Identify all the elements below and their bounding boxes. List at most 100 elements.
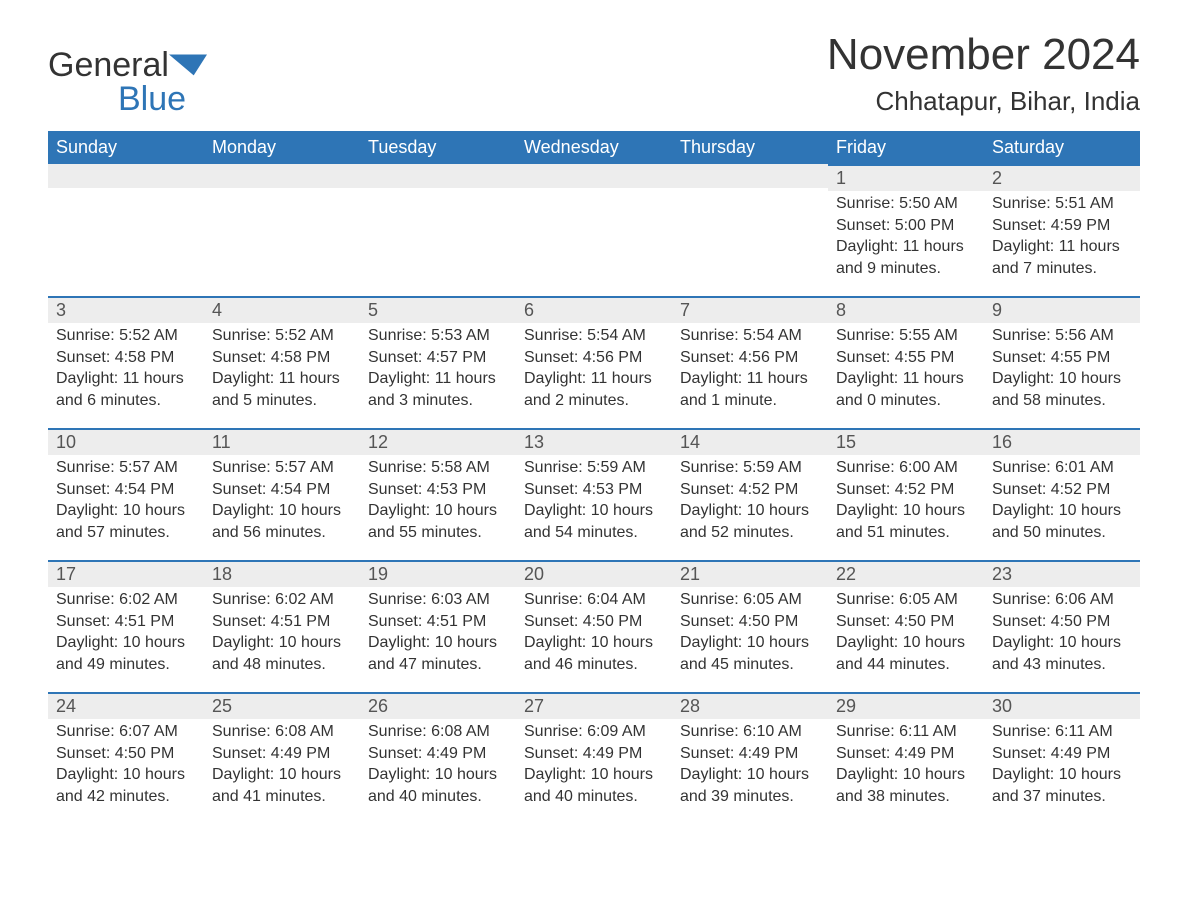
sunset: Sunset: 4:51 PM (56, 611, 196, 633)
sunset: Sunset: 4:56 PM (680, 347, 820, 369)
week-row: 24Sunrise: 6:07 AMSunset: 4:50 PMDayligh… (48, 692, 1140, 824)
day-number: 25 (204, 692, 360, 719)
day-details: Sunrise: 5:54 AMSunset: 4:56 PMDaylight:… (672, 325, 828, 411)
brand-name-a: General (48, 46, 169, 84)
weekday-header: Tuesday (360, 131, 516, 164)
day-details: Sunrise: 6:07 AMSunset: 4:50 PMDaylight:… (48, 721, 204, 807)
day-number (360, 164, 516, 188)
daylight: Daylight: 10 hours and 45 minutes. (680, 632, 820, 675)
empty-cell (204, 164, 360, 296)
sunset: Sunset: 5:00 PM (836, 215, 976, 237)
day-cell: 26Sunrise: 6:08 AMSunset: 4:49 PMDayligh… (360, 692, 516, 824)
day-details: Sunrise: 5:52 AMSunset: 4:58 PMDaylight:… (204, 325, 360, 411)
sunset: Sunset: 4:56 PM (524, 347, 664, 369)
day-number: 3 (48, 296, 204, 323)
daylight: Daylight: 10 hours and 40 minutes. (368, 764, 508, 807)
day-cell: 3Sunrise: 5:52 AMSunset: 4:58 PMDaylight… (48, 296, 204, 428)
daylight: Daylight: 11 hours and 6 minutes. (56, 368, 196, 411)
day-cell: 30Sunrise: 6:11 AMSunset: 4:49 PMDayligh… (984, 692, 1140, 824)
day-details: Sunrise: 5:58 AMSunset: 4:53 PMDaylight:… (360, 457, 516, 543)
empty-cell (516, 164, 672, 296)
sunset: Sunset: 4:52 PM (836, 479, 976, 501)
brand-name-b: Blue (118, 80, 186, 118)
day-details: Sunrise: 6:02 AMSunset: 4:51 PMDaylight:… (204, 589, 360, 675)
day-number: 19 (360, 560, 516, 587)
sunset: Sunset: 4:58 PM (212, 347, 352, 369)
sunrise: Sunrise: 6:04 AM (524, 589, 664, 611)
day-number: 2 (984, 164, 1140, 191)
day-number (204, 164, 360, 188)
day-cell: 18Sunrise: 6:02 AMSunset: 4:51 PMDayligh… (204, 560, 360, 692)
sunrise: Sunrise: 6:08 AM (212, 721, 352, 743)
daylight: Daylight: 10 hours and 39 minutes. (680, 764, 820, 807)
sunrise: Sunrise: 5:54 AM (680, 325, 820, 347)
day-number: 23 (984, 560, 1140, 587)
sunrise: Sunrise: 6:01 AM (992, 457, 1132, 479)
weekday-header: Saturday (984, 131, 1140, 164)
sunrise: Sunrise: 6:06 AM (992, 589, 1132, 611)
empty-cell (672, 164, 828, 296)
day-details: Sunrise: 5:52 AMSunset: 4:58 PMDaylight:… (48, 325, 204, 411)
day-details: Sunrise: 5:59 AMSunset: 4:52 PMDaylight:… (672, 457, 828, 543)
day-number (48, 164, 204, 188)
sunrise: Sunrise: 5:52 AM (56, 325, 196, 347)
weekday-header: Friday (828, 131, 984, 164)
daylight: Daylight: 11 hours and 1 minute. (680, 368, 820, 411)
daylight: Daylight: 11 hours and 2 minutes. (524, 368, 664, 411)
daylight: Daylight: 10 hours and 41 minutes. (212, 764, 352, 807)
day-number: 8 (828, 296, 984, 323)
day-cell: 17Sunrise: 6:02 AMSunset: 4:51 PMDayligh… (48, 560, 204, 692)
sunrise: Sunrise: 5:56 AM (992, 325, 1132, 347)
weekday-header-row: SundayMondayTuesdayWednesdayThursdayFrid… (48, 131, 1140, 164)
day-details: Sunrise: 5:53 AMSunset: 4:57 PMDaylight:… (360, 325, 516, 411)
daylight: Daylight: 10 hours and 38 minutes. (836, 764, 976, 807)
day-cell: 16Sunrise: 6:01 AMSunset: 4:52 PMDayligh… (984, 428, 1140, 560)
day-cell: 1Sunrise: 5:50 AMSunset: 5:00 PMDaylight… (828, 164, 984, 296)
day-cell: 20Sunrise: 6:04 AMSunset: 4:50 PMDayligh… (516, 560, 672, 692)
daylight: Daylight: 10 hours and 54 minutes. (524, 500, 664, 543)
day-details: Sunrise: 6:11 AMSunset: 4:49 PMDaylight:… (828, 721, 984, 807)
sunset: Sunset: 4:54 PM (56, 479, 196, 501)
daylight: Daylight: 10 hours and 52 minutes. (680, 500, 820, 543)
day-details: Sunrise: 6:05 AMSunset: 4:50 PMDaylight:… (672, 589, 828, 675)
sunset: Sunset: 4:58 PM (56, 347, 196, 369)
sunrise: Sunrise: 5:57 AM (212, 457, 352, 479)
weekday-header: Thursday (672, 131, 828, 164)
daylight: Daylight: 10 hours and 51 minutes. (836, 500, 976, 543)
day-number: 15 (828, 428, 984, 455)
day-number: 9 (984, 296, 1140, 323)
day-number: 29 (828, 692, 984, 719)
day-cell: 8Sunrise: 5:55 AMSunset: 4:55 PMDaylight… (828, 296, 984, 428)
sunrise: Sunrise: 5:52 AM (212, 325, 352, 347)
sunset: Sunset: 4:49 PM (680, 743, 820, 765)
sunset: Sunset: 4:49 PM (212, 743, 352, 765)
day-details: Sunrise: 6:10 AMSunset: 4:49 PMDaylight:… (672, 721, 828, 807)
weekday-header: Wednesday (516, 131, 672, 164)
sunrise: Sunrise: 5:59 AM (524, 457, 664, 479)
day-number (516, 164, 672, 188)
day-cell: 22Sunrise: 6:05 AMSunset: 4:50 PMDayligh… (828, 560, 984, 692)
day-details: Sunrise: 6:00 AMSunset: 4:52 PMDaylight:… (828, 457, 984, 543)
sunrise: Sunrise: 6:11 AM (836, 721, 976, 743)
day-number: 14 (672, 428, 828, 455)
day-cell: 7Sunrise: 5:54 AMSunset: 4:56 PMDaylight… (672, 296, 828, 428)
day-cell: 9Sunrise: 5:56 AMSunset: 4:55 PMDaylight… (984, 296, 1140, 428)
week-row: 17Sunrise: 6:02 AMSunset: 4:51 PMDayligh… (48, 560, 1140, 692)
day-details: Sunrise: 6:05 AMSunset: 4:50 PMDaylight:… (828, 589, 984, 675)
sunrise: Sunrise: 5:55 AM (836, 325, 976, 347)
day-cell: 28Sunrise: 6:10 AMSunset: 4:49 PMDayligh… (672, 692, 828, 824)
daylight: Daylight: 10 hours and 47 minutes. (368, 632, 508, 675)
day-number: 5 (360, 296, 516, 323)
sunset: Sunset: 4:52 PM (992, 479, 1132, 501)
daylight: Daylight: 10 hours and 49 minutes. (56, 632, 196, 675)
day-number: 20 (516, 560, 672, 587)
day-details: Sunrise: 5:56 AMSunset: 4:55 PMDaylight:… (984, 325, 1140, 411)
day-details: Sunrise: 5:57 AMSunset: 4:54 PMDaylight:… (48, 457, 204, 543)
day-number: 28 (672, 692, 828, 719)
sunset: Sunset: 4:50 PM (680, 611, 820, 633)
sunrise: Sunrise: 6:09 AM (524, 721, 664, 743)
day-number: 6 (516, 296, 672, 323)
sunrise: Sunrise: 5:54 AM (524, 325, 664, 347)
sunset: Sunset: 4:51 PM (212, 611, 352, 633)
day-details: Sunrise: 6:08 AMSunset: 4:49 PMDaylight:… (360, 721, 516, 807)
